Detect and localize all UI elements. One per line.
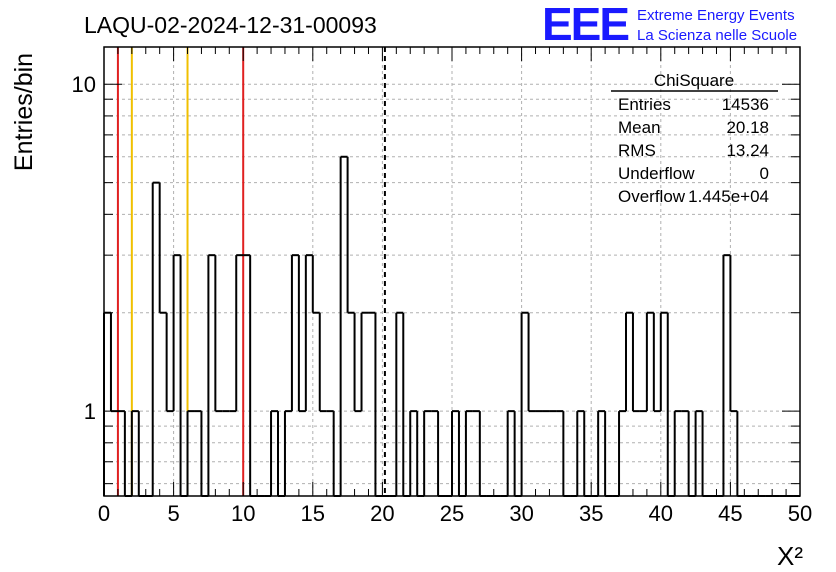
x-tick-label: 15 — [301, 501, 325, 526]
x-tick-label: 40 — [649, 501, 673, 526]
axes — [103, 46, 801, 497]
x-tick-label: 30 — [509, 501, 533, 526]
y-tick-labels: 1 10 — [72, 72, 96, 424]
stats-label: Entries — [618, 95, 671, 114]
x-tick-label: 25 — [440, 501, 464, 526]
stats-value: 1.445e+04 — [688, 187, 769, 206]
y-tick-label: 1 — [84, 399, 96, 424]
x-tick-label: 35 — [579, 501, 603, 526]
stats-label: Overflow — [618, 187, 686, 206]
logo-mark: EEE — [542, 0, 628, 50]
stats-value: 13.24 — [726, 141, 769, 160]
x-tick-labels: 0 5 10 15 20 25 30 35 40 45 50 — [98, 501, 812, 526]
chart-title: LAQU-02-2024-12-31-00093 — [84, 12, 377, 38]
x-tick-label: 10 — [231, 501, 255, 526]
stats-value: 20.18 — [726, 118, 769, 137]
stats-box: ChiSquare Entries 14536 Mean 20.18 RMS 13.24 U… — [611, 71, 778, 206]
stats-title: ChiSquare — [654, 71, 734, 90]
logo-line-2: La Scienza nelle Scuole — [637, 27, 797, 44]
stats-value: 0 — [760, 164, 769, 183]
eee-logo: EEE Extreme Energy Events La Scienza nel… — [542, 0, 797, 50]
stats-label: Mean — [618, 118, 661, 137]
x-tick-label: 5 — [167, 501, 179, 526]
x-tick-label: 50 — [788, 501, 812, 526]
x-tick-label: 0 — [98, 501, 110, 526]
stats-label: RMS — [618, 141, 656, 160]
histogram-bins — [103, 155, 800, 497]
y-axis-label: Entries/bin — [10, 53, 38, 171]
stats-label: Underflow — [618, 164, 695, 183]
y-tick-label: 10 — [72, 72, 96, 97]
x-tick-label: 20 — [370, 501, 394, 526]
logo-line-1: Extreme Energy Events — [637, 7, 795, 24]
x-tick-label: 45 — [718, 501, 742, 526]
x-axis-label: X² — [777, 541, 803, 571]
stats-value: 14536 — [722, 95, 769, 114]
